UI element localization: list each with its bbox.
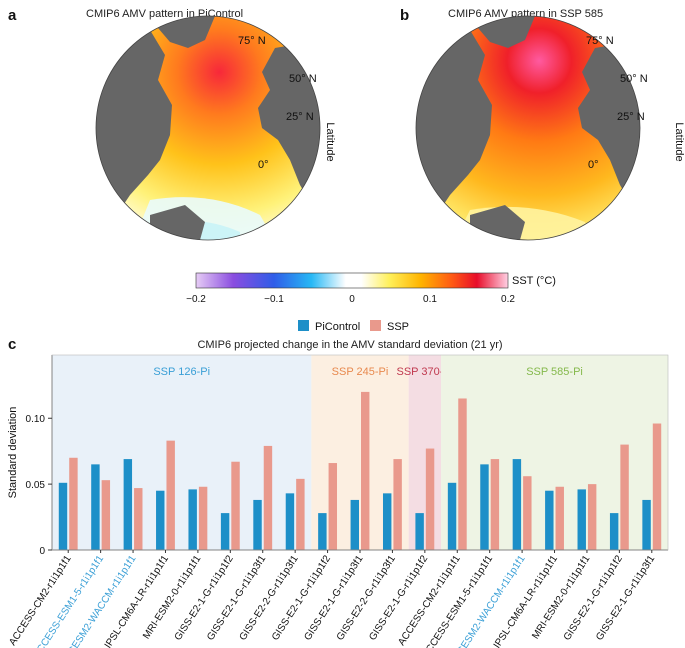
lat-label-25-b: 25° N [617,111,645,123]
bar-picontrol [447,482,457,550]
lat-label-25: 25° N [286,111,314,123]
globe-map-ssp585 [416,16,640,240]
bar-ssp [458,398,467,550]
y-tick-label: 0.10 [26,414,46,425]
x-tick-label: GISS-E2-1-G-r1i1p1f2 [562,553,625,642]
x-tick-label: GISS-E2-1-G-r1i1p3f1 [302,553,365,642]
colorbar-label: SST (°C) [512,275,556,287]
y-tick-label: 0 [39,546,45,557]
bar-picontrol [188,489,197,550]
region-background [311,355,409,550]
x-tick-label: GISS-E2-1-G-r1i1p1f2 [173,553,236,642]
region-label: SSP 245-Pi [332,366,389,378]
panel-letter-a: a [8,7,17,24]
region-label: SSP 126-Pi [153,366,210,378]
x-tick-label: GISS-E2-1-G-r1i1p3f1 [594,553,657,642]
legend-swatch [370,320,381,331]
bar-picontrol [512,459,522,550]
bar-ssp [555,486,564,550]
colorbar [195,272,509,289]
lat-label-50-b: 50° N [620,73,648,85]
x-tick-label: GISS-E2-1-G-r1i1p1f2 [367,553,430,642]
x-tick-label: IPSL-CM6A-LR-r1i1p1f1 [103,553,171,648]
bar-ssp [523,476,532,550]
lat-label-50: 50° N [289,73,317,85]
bar-ssp [69,457,78,550]
x-tick-label: MRI-ESM2-0-r1i1p1f1 [141,553,203,641]
bar-ssp [425,448,435,550]
latitude-axis-label: Latitude [324,122,336,161]
colorbar-tick: 0.1 [423,294,437,305]
lat-label-75-b: 75° N [586,35,614,47]
bar-picontrol [220,513,230,550]
chart-title: CMIP6 projected change in the AMV standa… [197,339,502,351]
bar-picontrol [350,499,359,550]
x-tick-label: GISS-E2-2-G-r1i1p3f1 [238,553,301,642]
map-panels: a CMIP6 AMV pattern in PiControl 75° N 5… [8,7,685,305]
legend-swatch [298,320,309,331]
colorbar-tick: 0 [349,294,355,305]
bar-ssp [263,445,273,550]
region-background [52,355,312,550]
x-tick-label: MRI-ESM2-0-r1i1p1f1 [530,553,592,641]
bar-ssp [490,459,500,550]
region-background [408,355,442,550]
x-tick-label: GISS-E2-2-G-r1i1p3f1 [335,553,398,642]
legend-label: PiControl [315,321,360,333]
legend-label: SSP [387,321,409,333]
land-europe-africa [258,40,320,210]
bar-picontrol [123,459,133,550]
bar-picontrol [642,499,651,550]
bar-picontrol [480,464,489,550]
x-tick-label: GISS-E2-1-G-r1i1p1f2 [270,553,333,642]
bar-ssp [393,459,402,550]
bar-picontrol [577,489,586,550]
bar-picontrol [91,464,100,550]
globe-map-picontrol [96,16,320,240]
bar-ssp [231,461,240,550]
region-label: SSP 370-Pi [397,366,454,378]
bar-ssp [166,440,175,550]
panel-letter-c: c [8,336,16,353]
bar-ssp [587,484,597,550]
land-north-america [96,30,172,215]
bar-ssp [134,488,143,550]
lat-label-0-b: 0° [588,159,599,171]
bar-picontrol [415,513,424,550]
bar-ssp [620,444,629,550]
x-tick-label: GISS-E2-1-G-r1i1p3f1 [205,553,268,642]
bar-ssp [101,480,111,550]
panel-letter-b: b [400,7,409,24]
lat-label-0: 0° [258,159,269,171]
x-tick-label: ACCESS-CM2-r1i1p1f1 [7,553,74,647]
x-tick-label: ACCESS-CM2-r1i1p1f1 [396,553,463,647]
y-tick-label: 0.05 [26,480,46,491]
bar-ssp [198,486,208,550]
x-tick-label: IPSL-CM6A-LR-r1i1p1f1 [492,553,560,648]
region-background [441,355,668,550]
bar-picontrol [58,482,68,550]
bar-ssp [328,463,338,550]
y-axis-label: Standard deviation [7,407,19,499]
bar-picontrol [285,493,295,550]
latitude-axis-label-b: Latitude [673,122,685,161]
bar-picontrol [318,513,327,550]
bar-picontrol [253,499,262,550]
lat-label-75: 75° N [238,35,266,47]
bar-picontrol [545,490,554,550]
bar-picontrol [156,490,165,550]
panel-b-title: CMIP6 AMV pattern in SSP 585 [448,8,603,20]
bar-chart: SSP 126-Pi SSP 245-Pi SSP 370-Pi SSP 585-Pi… [7,320,669,648]
bar-picontrol [609,513,619,550]
colorbar-tick: −0.1 [264,294,284,305]
bar-ssp [361,391,370,550]
bar-ssp [652,423,662,550]
colorbar-tick: −0.2 [186,294,206,305]
colorbar-tick: 0.2 [501,294,515,305]
bar-ssp [296,478,305,550]
bar-picontrol [382,493,392,550]
region-label: SSP 585-Pi [526,366,583,378]
